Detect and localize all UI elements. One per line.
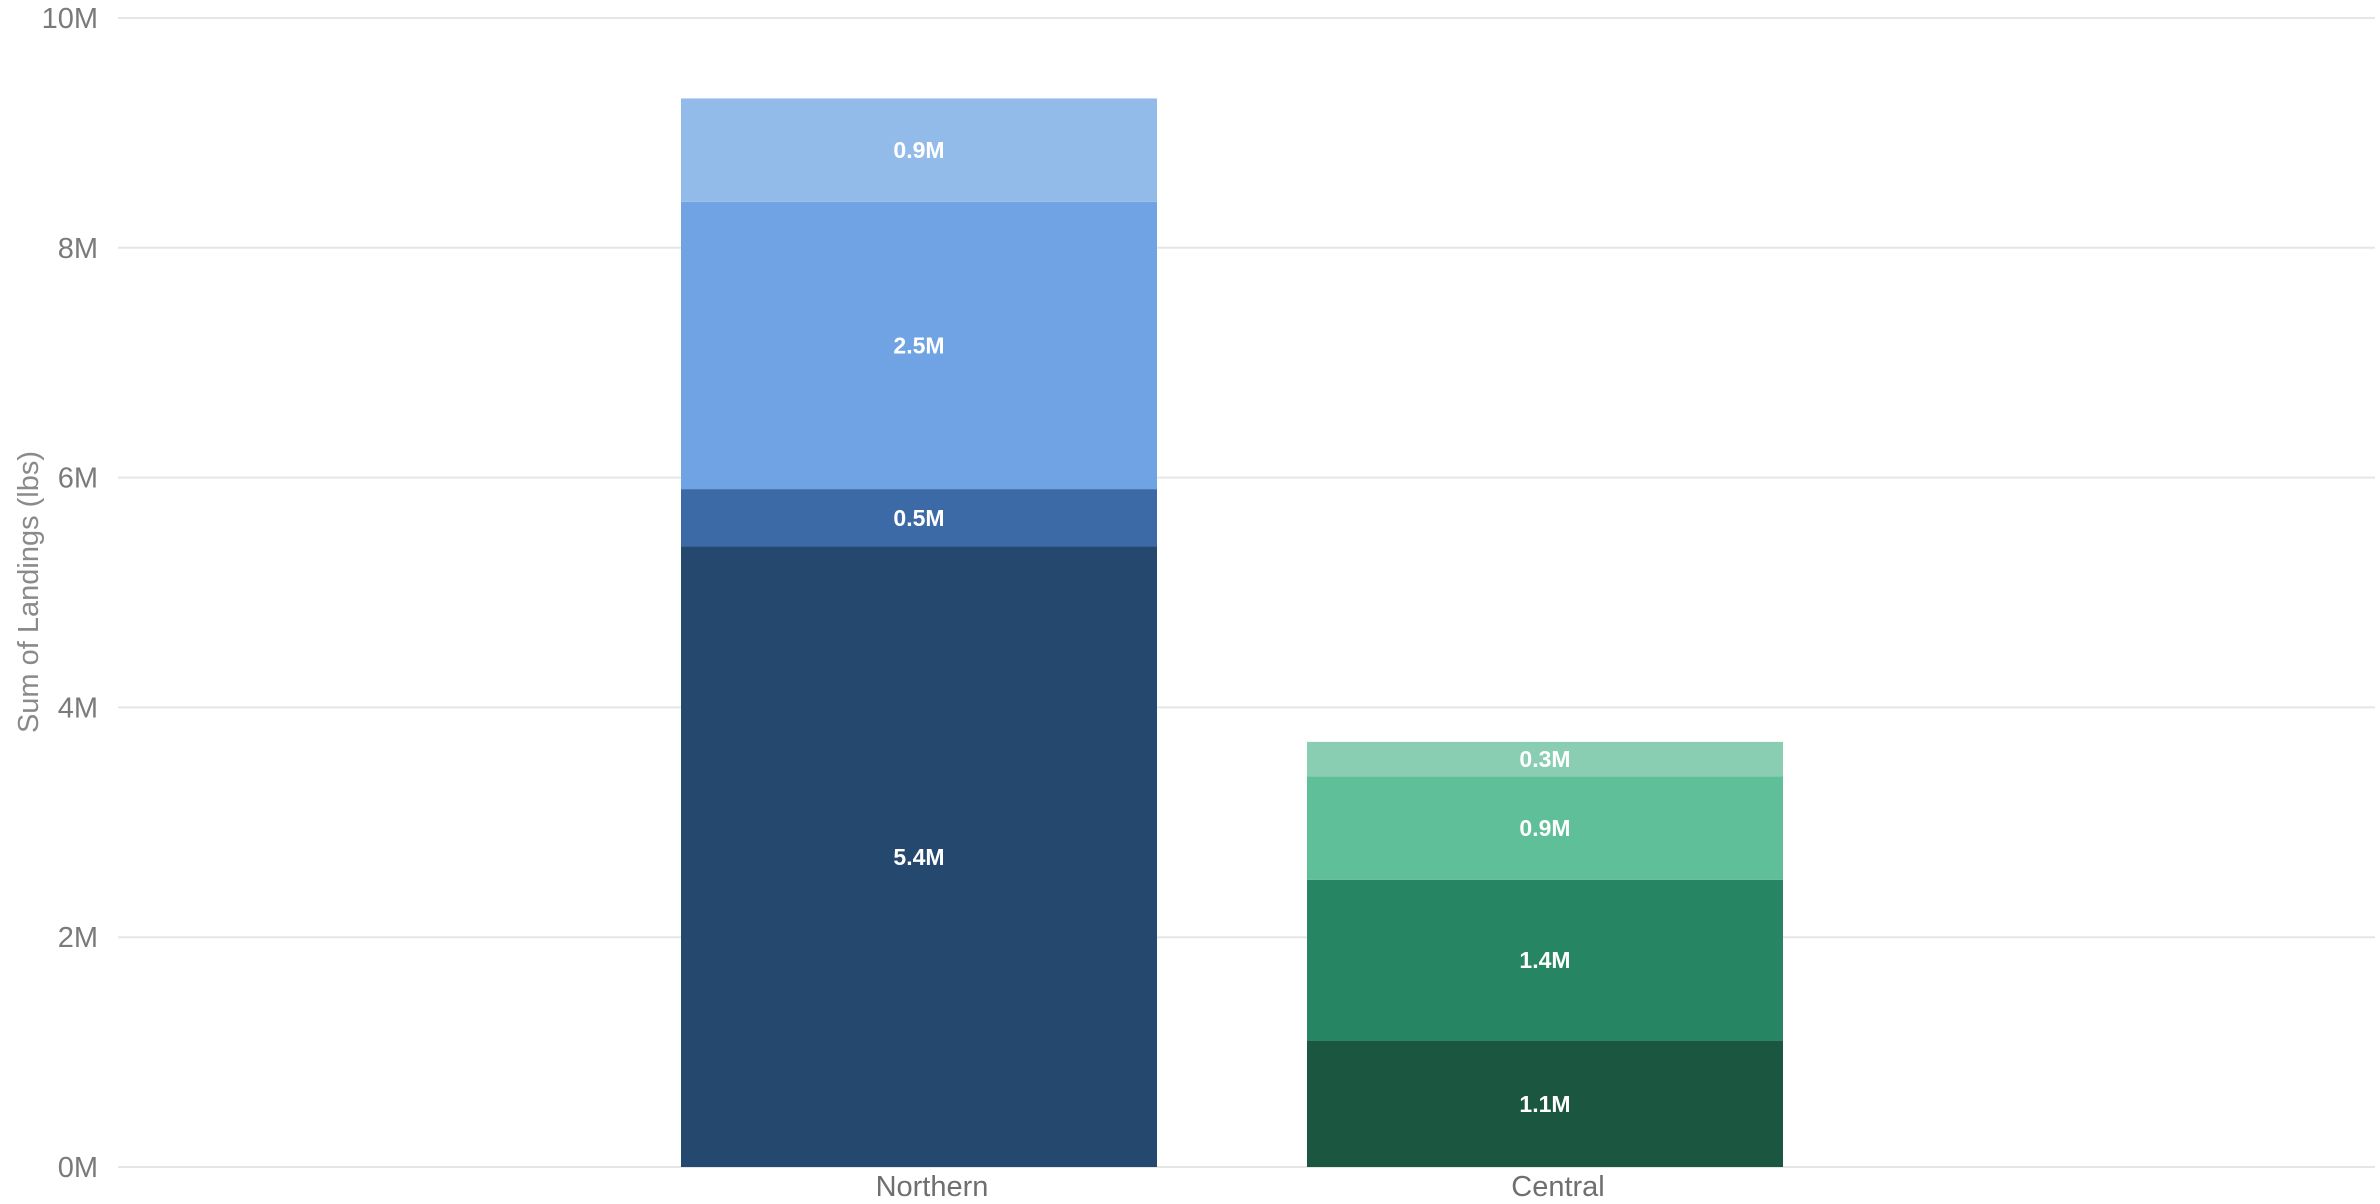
- bar-stack-central: [1307, 741, 1783, 1167]
- bar-segment-northern-1[interactable]: [681, 489, 1157, 547]
- data-label: 0.9M: [1519, 815, 1570, 841]
- bar-segment-central-1[interactable]: [1307, 879, 1783, 1041]
- y-axis-ticks: 0M 2M 4M 6M 8M 10M: [42, 3, 98, 1184]
- y-tick-label: 2M: [58, 922, 98, 954]
- x-category-label: Northern: [876, 1171, 989, 1203]
- data-labels: 5.4M 0.5M 2.5M 0.9M 1.1M 1.4M 0.9M 0.3M: [893, 137, 1570, 1117]
- data-label: 1.1M: [1519, 1091, 1570, 1117]
- y-tick-label: 4M: [58, 692, 98, 724]
- y-tick-label: 8M: [58, 233, 98, 265]
- data-label: 1.4M: [1519, 947, 1570, 973]
- bar-segment-central-2[interactable]: [1307, 776, 1783, 880]
- gridlines: [118, 17, 2375, 1168]
- bar-segment-northern-3[interactable]: [681, 98, 1157, 202]
- bars: [681, 98, 1783, 1167]
- x-axis-categories: Northern Central: [876, 1171, 1605, 1203]
- data-label: 2.5M: [893, 332, 944, 358]
- y-tick-label: 10M: [42, 3, 98, 35]
- data-label: 0.9M: [893, 137, 944, 163]
- data-label: 0.5M: [893, 505, 944, 531]
- data-label: 5.4M: [893, 844, 944, 870]
- x-category-label: Central: [1511, 1171, 1605, 1203]
- data-label: 0.3M: [1519, 746, 1570, 772]
- bar-segment-northern-2[interactable]: [681, 201, 1157, 490]
- y-tick-label: 6M: [58, 463, 98, 495]
- bar-segment-central-3[interactable]: [1307, 741, 1783, 777]
- bar-stack-northern: [681, 98, 1157, 1167]
- bar-segment-northern-0[interactable]: [681, 546, 1157, 1167]
- y-tick-label: 0M: [58, 1152, 98, 1184]
- y-axis-title: Sum of Landings (lbs): [13, 451, 45, 733]
- bar-segment-central-0[interactable]: [1307, 1040, 1783, 1167]
